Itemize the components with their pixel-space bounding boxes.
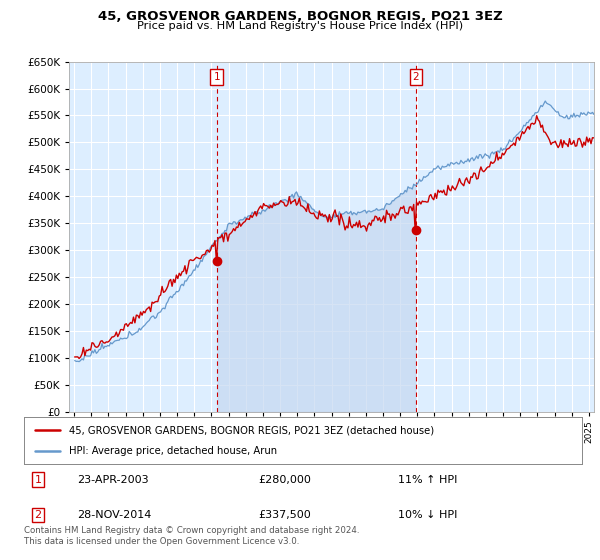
Text: This data is licensed under the Open Government Licence v3.0.: This data is licensed under the Open Gov…	[24, 538, 299, 547]
Text: 28-NOV-2014: 28-NOV-2014	[77, 510, 151, 520]
Text: £280,000: £280,000	[259, 475, 311, 484]
Text: Price paid vs. HM Land Registry's House Price Index (HPI): Price paid vs. HM Land Registry's House …	[137, 21, 463, 31]
Text: Contains HM Land Registry data © Crown copyright and database right 2024.: Contains HM Land Registry data © Crown c…	[24, 526, 359, 535]
Text: 11% ↑ HPI: 11% ↑ HPI	[398, 475, 457, 484]
Text: 45, GROSVENOR GARDENS, BOGNOR REGIS, PO21 3EZ: 45, GROSVENOR GARDENS, BOGNOR REGIS, PO2…	[98, 10, 502, 23]
Text: £337,500: £337,500	[259, 510, 311, 520]
Text: 45, GROSVENOR GARDENS, BOGNOR REGIS, PO21 3EZ (detached house): 45, GROSVENOR GARDENS, BOGNOR REGIS, PO2…	[68, 425, 434, 435]
Text: 1: 1	[214, 72, 220, 82]
Text: 2: 2	[412, 72, 419, 82]
Text: 23-APR-2003: 23-APR-2003	[77, 475, 149, 484]
Text: 10% ↓ HPI: 10% ↓ HPI	[398, 510, 457, 520]
Text: 1: 1	[34, 475, 41, 484]
Text: HPI: Average price, detached house, Arun: HPI: Average price, detached house, Arun	[68, 446, 277, 456]
Text: 2: 2	[34, 510, 41, 520]
